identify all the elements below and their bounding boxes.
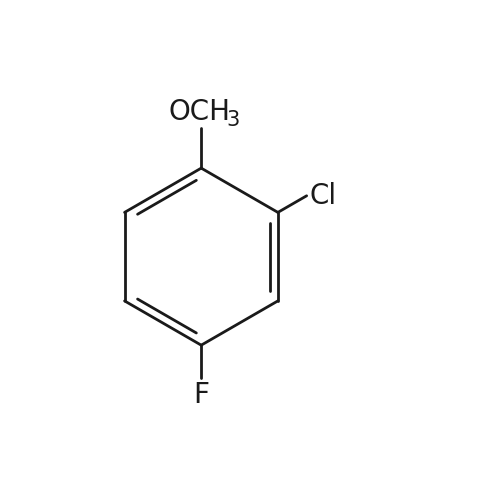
Text: 3: 3 <box>226 110 239 130</box>
Text: F: F <box>193 381 209 410</box>
Text: Cl: Cl <box>309 182 337 210</box>
Text: OCH: OCH <box>169 98 230 125</box>
